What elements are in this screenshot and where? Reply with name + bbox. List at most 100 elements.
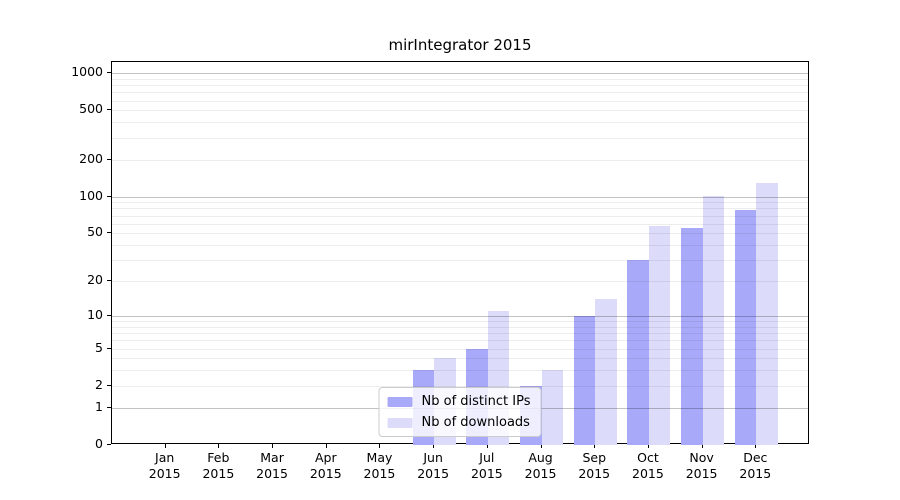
bar bbox=[573, 315, 596, 445]
x-tick-year: 2015 bbox=[632, 466, 664, 481]
x-tick-mark bbox=[164, 444, 166, 448]
x-tick-month: Jan bbox=[155, 450, 175, 465]
y-tick-mark bbox=[107, 195, 111, 197]
x-tick-label: Jun 2015 bbox=[403, 450, 463, 482]
x-tick-month: Aug bbox=[528, 450, 553, 465]
x-tick-month: Mar bbox=[260, 450, 284, 465]
y-tick-mark bbox=[107, 72, 111, 74]
gridline-minor bbox=[112, 100, 808, 102]
x-tick-label: Nov 2015 bbox=[672, 450, 732, 482]
x-tick-mark bbox=[486, 444, 488, 448]
x-tick-label: Jan 2015 bbox=[135, 450, 195, 482]
y-tick-label: 0 bbox=[95, 436, 103, 451]
x-tick-year: 2015 bbox=[148, 466, 181, 481]
gridline-minor bbox=[112, 326, 808, 328]
gridline-major bbox=[112, 315, 808, 317]
bar bbox=[702, 195, 725, 445]
gridline-minor bbox=[112, 122, 808, 124]
y-tick-mark bbox=[107, 384, 111, 386]
legend-swatch bbox=[387, 396, 413, 407]
x-tick-year: 2015 bbox=[739, 466, 772, 481]
x-tick-year: 2015 bbox=[256, 466, 288, 481]
gridline-minor bbox=[112, 281, 808, 283]
x-tick-month: May bbox=[366, 450, 393, 465]
y-tick-mark bbox=[107, 444, 111, 445]
gridline-minor bbox=[112, 202, 808, 204]
x-tick-mark bbox=[433, 444, 435, 448]
gridline-minor bbox=[112, 385, 808, 387]
legend-item: Nb of distinct IPs bbox=[387, 392, 530, 411]
x-tick-mark bbox=[379, 444, 381, 448]
x-tick-mark bbox=[594, 444, 596, 448]
plot-area: Nb of distinct IPs Nb of downloads bbox=[111, 61, 809, 445]
y-tick-mark bbox=[107, 347, 111, 349]
y-tick-mark bbox=[107, 158, 111, 160]
y-tick-mark bbox=[107, 109, 111, 111]
y-tick-mark bbox=[107, 406, 111, 408]
x-tick-mark bbox=[218, 444, 220, 448]
x-tick-label: Dec 2015 bbox=[725, 450, 785, 482]
gridline-minor bbox=[112, 223, 808, 225]
gridline-minor bbox=[112, 208, 808, 210]
y-tick-label: 200 bbox=[79, 150, 103, 166]
x-tick-year: 2015 bbox=[309, 466, 342, 481]
legend-label: Nb of downloads bbox=[421, 415, 530, 430]
bar bbox=[734, 209, 757, 445]
gridline-minor bbox=[112, 215, 808, 217]
x-tick-mark bbox=[540, 444, 542, 448]
gridline-minor bbox=[112, 159, 808, 161]
chart-title: mirIntegrator 2015 bbox=[388, 36, 532, 54]
bar bbox=[627, 260, 649, 445]
x-tick-month: Apr bbox=[314, 450, 337, 465]
y-tick-mark bbox=[107, 314, 111, 316]
bar bbox=[595, 299, 617, 445]
gridline-minor bbox=[112, 245, 808, 247]
bar bbox=[756, 183, 778, 445]
x-tick-label: Oct 2015 bbox=[618, 450, 678, 482]
x-tick-label: Jul 2015 bbox=[457, 450, 517, 482]
x-tick-year: 2015 bbox=[363, 466, 396, 481]
bar bbox=[648, 226, 671, 445]
gridline-minor bbox=[112, 358, 808, 360]
x-tick-mark bbox=[647, 444, 649, 448]
bar bbox=[681, 228, 703, 445]
x-tick-month: Jul bbox=[479, 450, 495, 465]
gridline-minor bbox=[112, 340, 808, 342]
legend-swatch bbox=[387, 417, 413, 428]
y-tick-label: 1 bbox=[95, 398, 103, 414]
legend: Nb of distinct IPs Nb of downloads bbox=[378, 387, 542, 437]
x-tick-label: Apr 2015 bbox=[296, 450, 356, 482]
y-tick-label: 10 bbox=[87, 306, 103, 322]
x-tick-mark bbox=[272, 444, 274, 448]
gridline-minor bbox=[112, 348, 808, 350]
x-tick-month: Jun bbox=[423, 450, 443, 465]
gridline-minor bbox=[112, 110, 808, 112]
y-tick-mark bbox=[107, 280, 111, 282]
x-tick-label: May 2015 bbox=[349, 450, 409, 482]
y-tick-label: 20 bbox=[87, 272, 103, 288]
y-tick-label: 500 bbox=[79, 101, 103, 117]
gridline-minor bbox=[112, 333, 808, 335]
y-tick-label: 100 bbox=[79, 187, 103, 203]
x-tick-month: Sep bbox=[582, 450, 606, 465]
gridline-minor bbox=[112, 92, 808, 94]
gridline-minor bbox=[112, 233, 808, 235]
x-tick-year: 2015 bbox=[578, 466, 611, 481]
x-tick-month: Oct bbox=[637, 450, 659, 465]
y-tick-label: 1000 bbox=[71, 64, 103, 80]
y-tick-label: 2 bbox=[95, 376, 103, 392]
gridline-major bbox=[112, 73, 808, 75]
x-tick-label: Sep 2015 bbox=[564, 450, 624, 482]
gridline-minor bbox=[112, 78, 808, 80]
x-tick-mark bbox=[325, 444, 327, 448]
x-tick-month: Feb bbox=[207, 450, 230, 465]
gridline-minor bbox=[112, 85, 808, 87]
y-tick-label: 5 bbox=[95, 339, 103, 355]
gridline-minor bbox=[112, 321, 808, 323]
gridline-minor bbox=[112, 137, 808, 139]
bar bbox=[541, 370, 563, 445]
x-tick-mark bbox=[701, 444, 703, 448]
x-tick-year: 2015 bbox=[685, 466, 718, 481]
x-tick-label: Mar 2015 bbox=[242, 450, 302, 482]
